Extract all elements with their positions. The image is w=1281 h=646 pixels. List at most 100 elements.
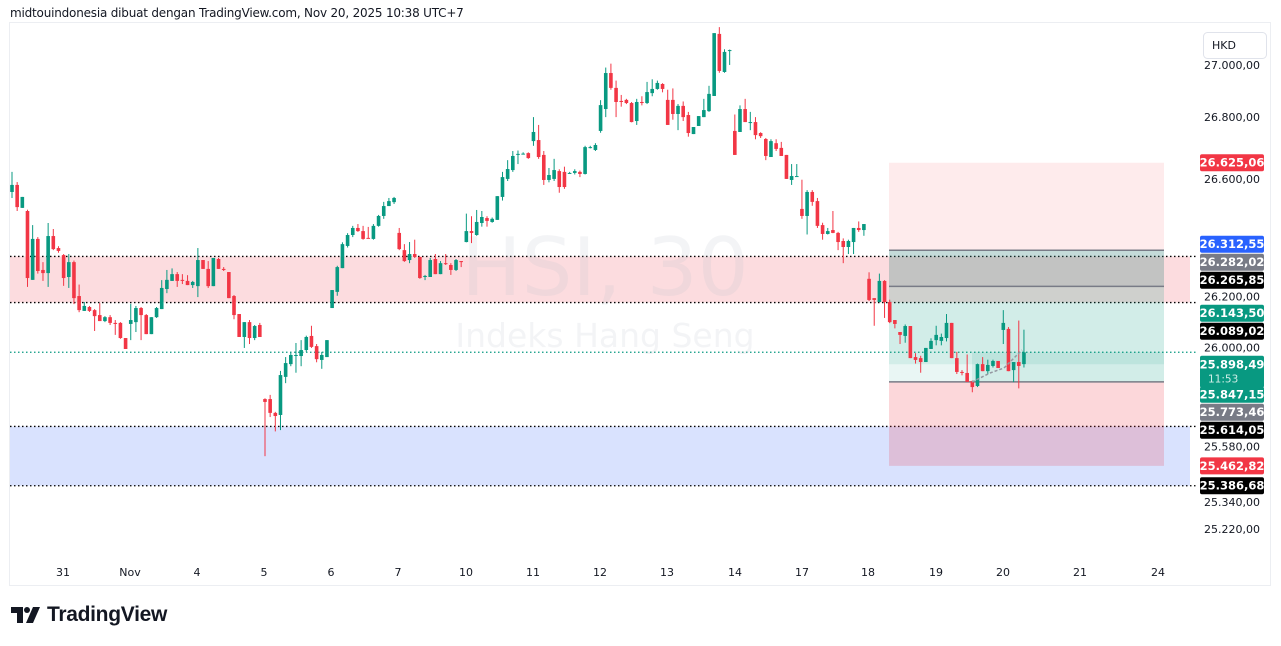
candle-body bbox=[340, 244, 345, 269]
candle bbox=[87, 305, 92, 312]
candle-body bbox=[268, 399, 272, 413]
tradingview-logo-icon bbox=[11, 607, 40, 623]
candle-body bbox=[877, 280, 882, 303]
candle-body bbox=[299, 350, 303, 357]
candle-body bbox=[418, 256, 422, 279]
candle-body bbox=[965, 372, 969, 382]
candle bbox=[304, 335, 309, 352]
price-label-text: 25.462,82 bbox=[1200, 459, 1265, 473]
watermark: HSI, 30 Indeks Hang Seng bbox=[455, 221, 754, 355]
candle bbox=[103, 316, 107, 323]
candle-body bbox=[438, 263, 443, 275]
price-label-badge bbox=[1200, 154, 1264, 172]
candle-body bbox=[867, 278, 871, 300]
trend-arrow[interactable] bbox=[971, 349, 1023, 383]
candle bbox=[789, 164, 794, 185]
candle-body bbox=[278, 375, 283, 415]
candle bbox=[800, 179, 804, 219]
candle-body bbox=[789, 176, 794, 180]
candle-body bbox=[221, 268, 226, 270]
candle-body bbox=[686, 115, 691, 134]
candle bbox=[831, 211, 835, 234]
candle-body bbox=[939, 336, 944, 341]
tradingview-logo[interactable]: TradingView bbox=[11, 603, 167, 627]
candle-body bbox=[345, 235, 350, 246]
prev-price-text: 25.847,15 bbox=[1200, 388, 1265, 402]
candle-body bbox=[500, 177, 505, 197]
candle-body bbox=[128, 320, 133, 324]
candle-body bbox=[763, 139, 768, 156]
candle bbox=[733, 114, 737, 155]
time-axis[interactable]: 31 Nov 4 5 6 7 10 11 12 13 14 17 18 19 20 21 24 bbox=[56, 566, 1165, 579]
candle-body bbox=[567, 172, 572, 174]
x-tick-label: 13 bbox=[660, 566, 674, 579]
candle-body bbox=[412, 254, 417, 257]
candle-body bbox=[36, 238, 40, 271]
price-label-badge bbox=[1200, 271, 1264, 289]
candle bbox=[660, 83, 665, 93]
candle-body bbox=[547, 175, 551, 180]
candle-body bbox=[170, 274, 174, 281]
candle bbox=[407, 242, 412, 264]
x-tick-label: 5 bbox=[261, 566, 268, 579]
y-tick-label: 26.200,00 bbox=[1204, 291, 1260, 304]
candle-body bbox=[46, 236, 50, 274]
candle-body bbox=[810, 191, 815, 202]
position-tool[interactable] bbox=[889, 162, 1164, 466]
candle bbox=[955, 351, 959, 375]
support-zone[interactable] bbox=[10, 426, 1190, 486]
candle bbox=[836, 231, 840, 251]
candle bbox=[862, 224, 866, 236]
candle-body bbox=[748, 122, 753, 124]
x-tick-label: 24 bbox=[1151, 566, 1165, 579]
x-tick-label: 17 bbox=[795, 566, 809, 579]
candle bbox=[908, 326, 913, 359]
candle bbox=[547, 167, 551, 183]
candle bbox=[144, 314, 149, 335]
candle-body bbox=[929, 340, 933, 349]
x-tick-label: 6 bbox=[328, 566, 335, 579]
candle-body bbox=[387, 201, 391, 207]
prev-price-badge bbox=[1200, 386, 1264, 403]
currency-button[interactable]: HKD bbox=[1203, 32, 1267, 59]
candle-body bbox=[836, 232, 840, 243]
candle-body bbox=[702, 110, 706, 118]
candle-body bbox=[314, 346, 319, 360]
candle bbox=[748, 111, 753, 131]
candle-body bbox=[123, 338, 128, 349]
candle-body bbox=[841, 241, 846, 248]
price-label-badge bbox=[1200, 477, 1264, 495]
candle-body bbox=[991, 360, 995, 366]
candle bbox=[913, 353, 918, 364]
candle-body bbox=[20, 196, 25, 208]
candle bbox=[903, 324, 907, 343]
price-labels: 26.625,06 26.312,55 26.282,02 26.265,85 26.1… bbox=[1200, 154, 1265, 495]
price-label-text: 26.625,06 bbox=[1200, 156, 1265, 170]
candle bbox=[934, 325, 938, 346]
candle-body bbox=[56, 248, 61, 251]
watermark-symbol: HSI, 30 bbox=[461, 221, 748, 314]
candle-body bbox=[144, 315, 149, 335]
candle-body bbox=[872, 298, 877, 300]
x-tick-label: 19 bbox=[929, 566, 943, 579]
candle bbox=[263, 398, 267, 457]
candle-body bbox=[691, 127, 696, 135]
grey-band bbox=[889, 250, 1164, 287]
candle bbox=[500, 171, 505, 201]
x-tick-label: 12 bbox=[593, 566, 607, 579]
candle-body bbox=[1022, 352, 1026, 365]
candle-body bbox=[25, 211, 30, 279]
candle bbox=[743, 98, 747, 123]
candle bbox=[779, 141, 784, 156]
candle-body bbox=[428, 260, 433, 277]
candle bbox=[763, 137, 768, 161]
price-label: 26.312,55 bbox=[1200, 235, 1264, 253]
price-axis[interactable]: 27.000,00 26.800,00 26.600,00 26.200,00 26.0… bbox=[1204, 59, 1260, 536]
candle-body bbox=[598, 105, 603, 131]
dashed-trend-line[interactable] bbox=[971, 349, 1023, 383]
candle bbox=[691, 127, 696, 135]
candle-body bbox=[51, 236, 56, 250]
candle bbox=[330, 290, 334, 309]
price-label-badge bbox=[1200, 457, 1264, 475]
